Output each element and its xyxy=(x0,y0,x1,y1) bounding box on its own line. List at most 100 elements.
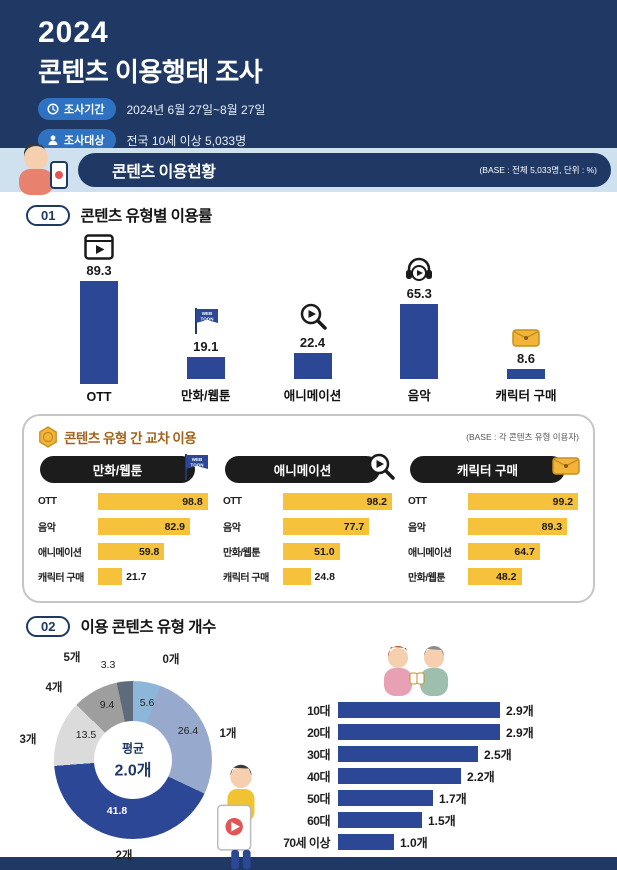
cross-row: 만화/웹툰 48.2 xyxy=(408,564,579,589)
survey-target-value: 전국 10세 이상 5,033명 xyxy=(126,133,247,148)
cross-bar-track: 77.7 xyxy=(283,518,394,535)
cross-bar xyxy=(98,518,191,535)
cross-usage-column: 캐릭터 구매 OTT 99.2 음악 89.3 애니메이션 64.7 만화/웹툰 48.2 xyxy=(408,456,580,589)
svg-text:TOON: TOON xyxy=(200,317,213,322)
age-row-label: 40대 xyxy=(307,769,330,784)
section1-header: 01 콘텐츠 유형별 이용률 xyxy=(26,204,617,226)
cross-bar-value: 48.2 xyxy=(496,570,517,583)
cross-bar-value: 59.8 xyxy=(138,545,160,558)
section2-title: 이용 콘텐츠 유형 개수 xyxy=(80,619,216,636)
section1-title: 콘텐츠 유형별 이용률 xyxy=(80,208,212,225)
type-usage-column: 22.4 애니메이션 xyxy=(270,302,356,404)
cross-row: 음악 77.7 xyxy=(223,514,394,539)
survey-target-badge: 조사대상 xyxy=(38,129,117,151)
cross-bar-value: 98.8 xyxy=(182,495,203,508)
type-bar xyxy=(293,353,332,379)
webtoon-flag-icon: WEB TOON xyxy=(181,452,211,482)
cross-usage-box: 콘텐츠 유형 간 교차 이용 (BASE : 각 콘텐츠 유형 이용자) 만화/… xyxy=(22,414,595,603)
type-usage-column: 8.6 캐릭터 구매 xyxy=(483,324,569,404)
band-title: 콘텐츠 이용현황 xyxy=(112,164,216,181)
donut-segment-label: 4개 xyxy=(45,682,63,694)
age-bar-value: 2.2개 xyxy=(467,769,495,784)
page-title: 콘텐츠 이용행태 조사 xyxy=(38,57,263,87)
cross-usage-title: 콘텐츠 유형 간 교차 이용 xyxy=(64,431,197,446)
age-row-label: 10대 xyxy=(307,703,330,718)
badge-label: 조사기간 xyxy=(64,104,105,116)
age-bar xyxy=(338,812,422,828)
cross-row-label: OTT xyxy=(408,496,427,507)
age-bar xyxy=(338,724,500,740)
cross-bar-value: 98.2 xyxy=(366,495,387,508)
section2-header: 02 이용 콘텐츠 유형 개수 xyxy=(26,615,617,637)
footer-band xyxy=(0,857,617,870)
cross-bar-track: 98.2 xyxy=(283,493,394,510)
band-pill: 콘텐츠 이용현황 (BASE : 전체 5,033명, 단위 : %) xyxy=(78,153,611,187)
cross-row-label: 캐릭터 구매 xyxy=(38,573,84,584)
cross-row: 음악 82.9 xyxy=(38,514,209,539)
type-bar-label: 음악 xyxy=(407,389,431,403)
type-usage-column: WEB TOON 19.1 만화/웹툰 xyxy=(163,306,249,404)
age-bar xyxy=(338,790,433,806)
cross-column-header: 애니메이션 xyxy=(225,453,395,483)
cross-bar xyxy=(98,493,208,510)
age-chart-row: 70세 이상 1.0개 xyxy=(272,831,611,853)
type-bar-label: 캐릭터 구매 xyxy=(495,389,557,403)
age-row-label: 50대 xyxy=(307,791,330,806)
cross-bar-value: 24.8 xyxy=(314,570,335,583)
age-row-label: 60대 xyxy=(307,813,330,828)
cross-usage-column: 만화/웹툰 WEB TOON OTT 98.8 음악 82.9 애니메이션 59.8 캐릭터 구매… xyxy=(38,454,209,589)
cross-bar xyxy=(283,493,392,510)
cross-usage-column: 애니메이션 OTT 98.2 음악 77.7 만화/웹툰 51.0 캐릭터 구매 24.8 xyxy=(223,453,395,589)
age-bar xyxy=(338,746,478,762)
donut-segment-value: 3.3 xyxy=(100,659,116,671)
cross-header-label: 애니메이션 xyxy=(273,464,332,478)
cross-bar-track: 24.8 xyxy=(283,568,394,585)
person-tablet-illustration xyxy=(210,761,268,870)
cross-column-header: 캐릭터 구매 xyxy=(410,456,580,483)
clock-icon xyxy=(47,103,59,115)
age-chart-row: 60대 1.5개 xyxy=(272,809,611,831)
donut-segment-value: 9.4 xyxy=(99,699,115,711)
cross-bar-track: 48.2 xyxy=(468,568,579,585)
cross-bar-value: 51.0 xyxy=(314,545,335,558)
age-chart-row: 20대 2.9개 xyxy=(272,721,611,743)
year-title: 2024 xyxy=(38,16,109,49)
person-icon xyxy=(47,134,59,146)
cross-bar xyxy=(98,543,165,560)
cross-row-label: 음악 xyxy=(408,523,426,534)
cross-bar-track: 51.0 xyxy=(283,543,394,560)
donut-segment-value: 41.8 xyxy=(106,805,128,817)
age-chart-row: 30대 2.5개 xyxy=(272,743,611,765)
cross-usage-base-note: (BASE : 각 콘텐츠 유형 이용자) xyxy=(466,432,579,442)
cross-row: 캐릭터 구매 21.7 xyxy=(38,564,209,589)
age-chart-row: 50대 1.7개 xyxy=(272,787,611,809)
cross-bar-track: 99.2 xyxy=(468,493,579,510)
cross-row-label: 음악 xyxy=(38,523,56,534)
band-base-note: (BASE : 전체 5,033명, 단위 : %) xyxy=(479,165,597,175)
cross-bar xyxy=(283,543,340,560)
cross-usage-title-group: 콘텐츠 유형 간 교차 이용 xyxy=(38,426,197,448)
cross-bar xyxy=(468,568,522,585)
age-chart-row: 10대 2.9개 xyxy=(272,699,611,721)
cross-bar xyxy=(468,518,568,535)
section2-content: 평균 2.0개 0개 5.6 1개 26.4 2개 41.8 3개 13.5 4개 9.4 5개 3.… xyxy=(14,643,611,870)
hexagon-coin-icon xyxy=(38,426,58,448)
person-phone-illustration xyxy=(6,138,88,201)
type-bar-value: 65.3 xyxy=(406,286,432,301)
age-bar-value: 1.5개 xyxy=(428,813,456,828)
survey-period-badge: 조사기간 xyxy=(38,98,117,120)
age-row-label: 20대 xyxy=(307,725,330,740)
age-bar-value: 2.5개 xyxy=(484,747,512,762)
type-bar-label: 애니메이션 xyxy=(283,389,342,403)
donut-center-bottom: 2.0개 xyxy=(114,762,152,780)
svg-text:WEB: WEB xyxy=(192,457,203,462)
cross-row-label: OTT xyxy=(223,496,242,507)
svg-text:TOON: TOON xyxy=(191,463,204,468)
survey-period-value: 2024년 6월 27일~8월 27일 xyxy=(126,102,266,117)
cross-row-label: 애니메이션 xyxy=(38,548,82,559)
cross-usage-header: 콘텐츠 유형 간 교차 이용 (BASE : 각 콘텐츠 유형 이용자) xyxy=(38,426,579,448)
cross-row-label: 캐릭터 구매 xyxy=(223,573,269,584)
section-band: 콘텐츠 이용현황 (BASE : 전체 5,033명, 단위 : %) xyxy=(0,144,617,195)
wallet-icon xyxy=(551,452,581,476)
svg-text:WEB: WEB xyxy=(202,311,213,316)
